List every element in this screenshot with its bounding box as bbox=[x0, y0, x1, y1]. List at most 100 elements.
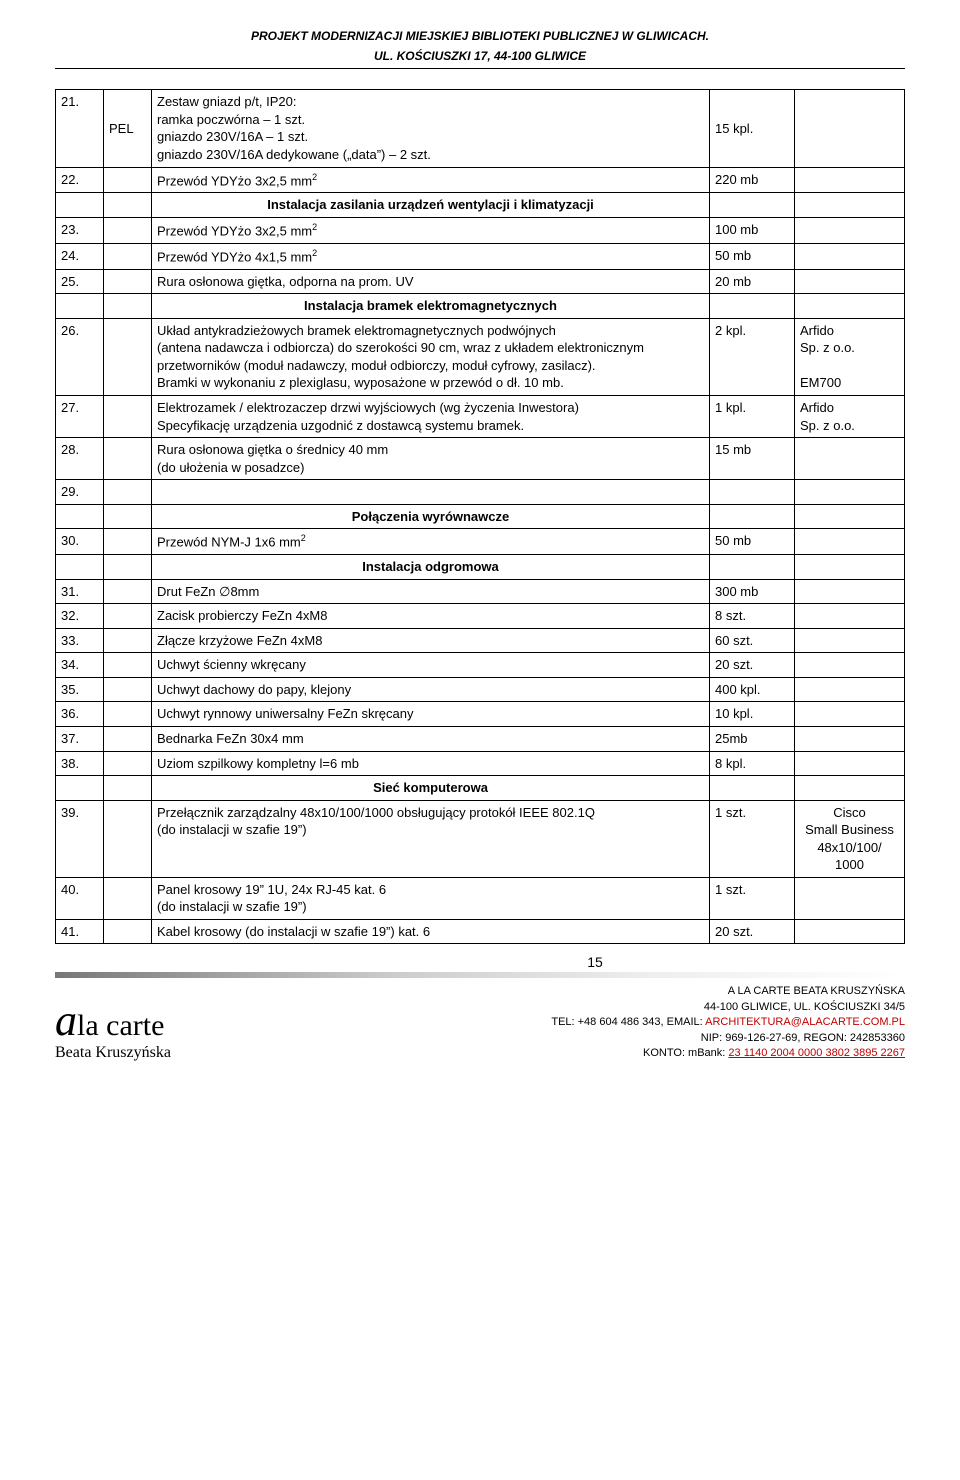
cell-qty: 10 kpl. bbox=[710, 702, 795, 727]
footer-left: ala carte Beata Kruszyńska bbox=[55, 999, 171, 1061]
table-row: 26. Układ antykradzieżowych bramek elekt… bbox=[56, 318, 905, 395]
row-number: 22. bbox=[56, 167, 104, 193]
cell-note: Arfido Sp. z o.o. bbox=[795, 396, 905, 438]
table-row: 29. bbox=[56, 480, 905, 505]
section-header: Połączenia wyrównawcze bbox=[152, 504, 710, 529]
footer-company: A LA CARTE BEATA KRUSZYŃSKA bbox=[551, 984, 905, 999]
footer-address: 44-100 GLIWICE, UL. KOŚCIUSZKI 34/5 bbox=[551, 1000, 905, 1015]
cell-qty: 50 mb bbox=[710, 243, 795, 269]
row-number: 34. bbox=[56, 653, 104, 678]
table-row: 32. Zacisk probierczy FeZn 4xM8 8 szt. bbox=[56, 604, 905, 629]
footer-owner: Beata Kruszyńska bbox=[55, 1045, 171, 1061]
row-number: 28. bbox=[56, 438, 104, 480]
row-number: 31. bbox=[56, 579, 104, 604]
cell-desc: Przełącznik zarządzalny 48x10/100/1000 o… bbox=[152, 800, 710, 877]
cell-qty: 300 mb bbox=[710, 579, 795, 604]
cell-desc: Przewód NYM-J 1x6 mm2 bbox=[152, 529, 710, 555]
table-row: Sieć komputerowa bbox=[56, 776, 905, 801]
table-row: Instalacja zasilania urządzeń wentylacji… bbox=[56, 193, 905, 218]
cell-desc: Kabel krosowy (do instalacji w szafie 19… bbox=[152, 919, 710, 944]
cell-qty: 220 mb bbox=[710, 167, 795, 193]
row-number: 30. bbox=[56, 529, 104, 555]
table-row: 36. Uchwyt rynnowy uniwersalny FeZn skrę… bbox=[56, 702, 905, 727]
footer-nip: NIP: 969-126-27-69, REGON: 242853360 bbox=[551, 1031, 905, 1046]
table-row: 35. Uchwyt dachowy do papy, klejony 400 … bbox=[56, 677, 905, 702]
row-number: 41. bbox=[56, 919, 104, 944]
doc-title-2: UL. KOŚCIUSZKI 17, 44-100 GLIWICE bbox=[55, 48, 905, 64]
cell-qty: 100 mb bbox=[710, 217, 795, 243]
table-row: 22. Przewód YDYżo 3x2,5 mm2 220 mb bbox=[56, 167, 905, 193]
row-number: 25. bbox=[56, 269, 104, 294]
table-row: 41. Kabel krosowy (do instalacji w szafi… bbox=[56, 919, 905, 944]
table-row: 28. Rura osłonowa giętka o średnicy 40 m… bbox=[56, 438, 905, 480]
cell-qty: 15 kpl. bbox=[710, 90, 795, 167]
row-number: 27. bbox=[56, 396, 104, 438]
footer-tel: TEL: +48 604 486 343, EMAIL: bbox=[551, 1016, 705, 1028]
row-number: 39. bbox=[56, 800, 104, 877]
table-row: Instalacja odgromowa bbox=[56, 555, 905, 580]
cell-desc: Przewód YDYżo 3x2,5 mm2 bbox=[152, 217, 710, 243]
cell-desc: Uziom szpilkowy kompletny l=6 mb bbox=[152, 751, 710, 776]
cell-qty: 20 szt. bbox=[710, 653, 795, 678]
table-row: 40. Panel krosowy 19” 1U, 24x RJ-45 kat.… bbox=[56, 877, 905, 919]
section-header: Instalacja odgromowa bbox=[152, 555, 710, 580]
table-row: Instalacja bramek elektromagnetycznych bbox=[56, 294, 905, 319]
table-row: 37. Bednarka FeZn 30x4 mm 25mb bbox=[56, 727, 905, 752]
row-number: 32. bbox=[56, 604, 104, 629]
cell-qty: 1 szt. bbox=[710, 877, 795, 919]
cell-qty: 20 szt. bbox=[710, 919, 795, 944]
cell-desc: Uchwyt ścienny wkręcany bbox=[152, 653, 710, 678]
cell-qty: 8 kpl. bbox=[710, 751, 795, 776]
cell-qty: 8 szt. bbox=[710, 604, 795, 629]
cell-qty: 60 szt. bbox=[710, 628, 795, 653]
row-number: 29. bbox=[56, 480, 104, 505]
cell-desc: Rura osłonowa giętka, odporna na prom. U… bbox=[152, 269, 710, 294]
cell-desc: Przewód YDYżo 4x1,5 mm2 bbox=[152, 243, 710, 269]
table-row: 38. Uziom szpilkowy kompletny l=6 mb 8 k… bbox=[56, 751, 905, 776]
table-row: 25. Rura osłonowa giętka, odporna na pro… bbox=[56, 269, 905, 294]
cell-qty: 1 szt. bbox=[710, 800, 795, 877]
row-number: 24. bbox=[56, 243, 104, 269]
cell-note bbox=[795, 90, 905, 167]
table-row: 34. Uchwyt ścienny wkręcany 20 szt. bbox=[56, 653, 905, 678]
cell-qty: 20 mb bbox=[710, 269, 795, 294]
footer-email: ARCHITEKTURA@ALACARTE.COM.PL bbox=[705, 1016, 905, 1028]
cell-qty: 2 kpl. bbox=[710, 318, 795, 395]
table-row: 30. Przewód NYM-J 1x6 mm2 50 mb bbox=[56, 529, 905, 555]
cell-desc: Uchwyt dachowy do papy, klejony bbox=[152, 677, 710, 702]
section-header: Sieć komputerowa bbox=[152, 776, 710, 801]
row-number: 33. bbox=[56, 628, 104, 653]
row-number: 23. bbox=[56, 217, 104, 243]
cell-desc: Złącze krzyżowe FeZn 4xM8 bbox=[152, 628, 710, 653]
doc-title-1: PROJEKT MODERNIZACJI MIEJSKIEJ BIBLIOTEK… bbox=[55, 28, 905, 44]
cell-qty: 400 kpl. bbox=[710, 677, 795, 702]
row-number: 26. bbox=[56, 318, 104, 395]
table-row: 23. Przewód YDYżo 3x2,5 mm2 100 mb bbox=[56, 217, 905, 243]
cell-desc: Bednarka FeZn 30x4 mm bbox=[152, 727, 710, 752]
table-row: 39. Przełącznik zarządzalny 48x10/100/10… bbox=[56, 800, 905, 877]
header-rule bbox=[55, 68, 905, 69]
page-number: 15 bbox=[285, 954, 905, 970]
cell-desc: Uchwyt rynnowy uniwersalny FeZn skręcany bbox=[152, 702, 710, 727]
cell-desc: Rura osłonowa giętka o średnicy 40 mm (d… bbox=[152, 438, 710, 480]
row-number: 40. bbox=[56, 877, 104, 919]
row-number: 21. bbox=[56, 90, 104, 167]
section-header: Instalacja zasilania urządzeń wentylacji… bbox=[152, 193, 710, 218]
table-row: 21. PEL Zestaw gniazd p/t, IP20: ramka p… bbox=[56, 90, 905, 167]
footer-bank-label: KONTO: mBank: bbox=[643, 1047, 728, 1059]
cell-desc: Drut FeZn ∅8mm bbox=[152, 579, 710, 604]
spec-table: 21. PEL Zestaw gniazd p/t, IP20: ramka p… bbox=[55, 89, 905, 944]
cell-qty: 15 mb bbox=[710, 438, 795, 480]
cell-qty: 25mb bbox=[710, 727, 795, 752]
table-row: 24. Przewód YDYżo 4x1,5 mm2 50 mb bbox=[56, 243, 905, 269]
cell-desc: Przewód YDYżo 3x2,5 mm2 bbox=[152, 167, 710, 193]
cell-desc: Zestaw gniazd p/t, IP20: ramka poczwórna… bbox=[152, 90, 710, 167]
table-row: 27. Elektrozamek / elektrozaczep drzwi w… bbox=[56, 396, 905, 438]
cell-note: Arfido Sp. z o.o. EM700 bbox=[795, 318, 905, 395]
cell-desc: Układ antykradzieżowych bramek elektroma… bbox=[152, 318, 710, 395]
cell-code: PEL bbox=[104, 90, 152, 167]
footer: ala carte Beata Kruszyńska A LA CARTE BE… bbox=[55, 984, 905, 1061]
footer-rule bbox=[55, 972, 905, 978]
cell-qty: 1 kpl. bbox=[710, 396, 795, 438]
cell-qty: 50 mb bbox=[710, 529, 795, 555]
